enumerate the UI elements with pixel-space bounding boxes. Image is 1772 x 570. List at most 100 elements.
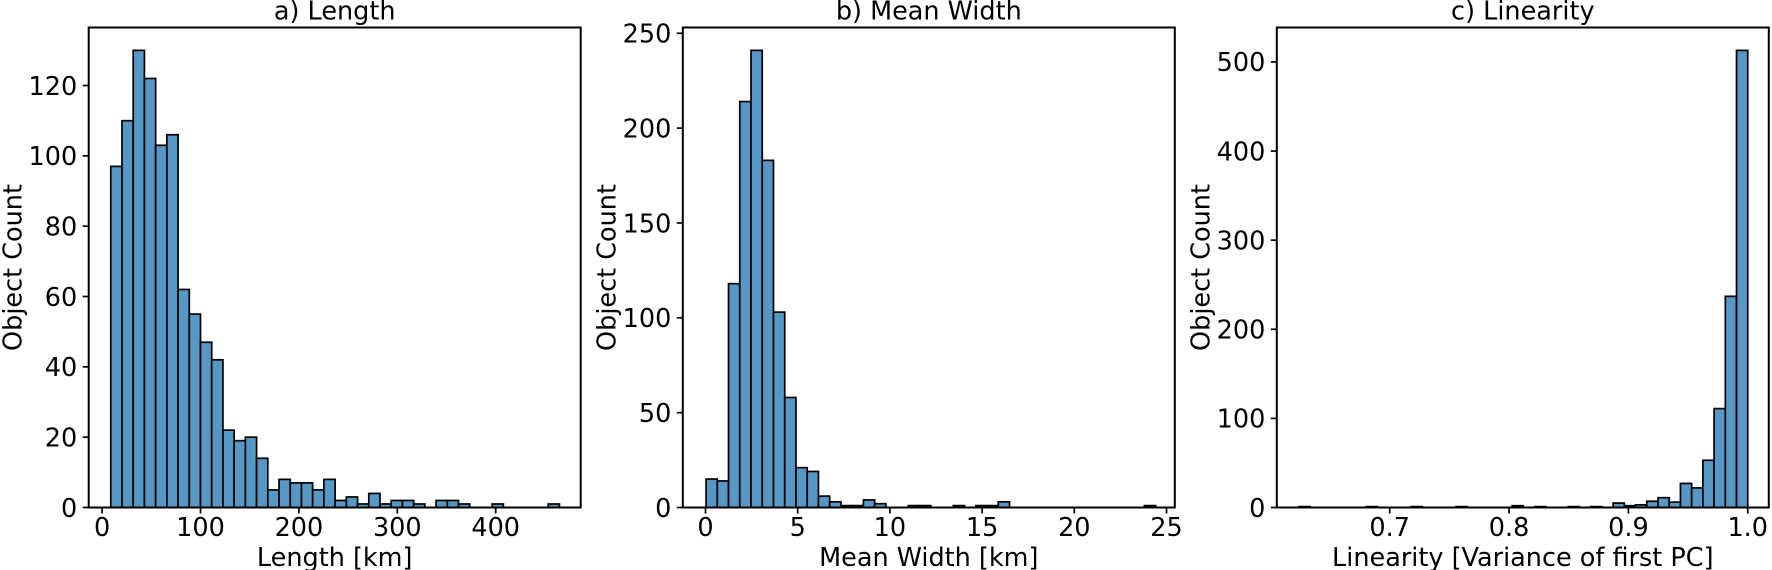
- x-tick-label: 300: [373, 513, 422, 543]
- panel-a-xlabel: Length [km]: [257, 543, 413, 570]
- histogram-bar: [795, 466, 809, 509]
- y-tick-label: 500: [1217, 48, 1266, 78]
- histogram-bar: [289, 482, 303, 509]
- histogram-bar: [109, 165, 123, 509]
- histogram-bar: [390, 499, 404, 509]
- histogram-bar: [1713, 407, 1727, 509]
- histogram-bar: [1735, 49, 1749, 509]
- histogram-bar: [1724, 295, 1738, 509]
- panel-a-title: a) Length: [274, 0, 396, 26]
- x-tick-label: 100: [176, 513, 225, 543]
- panel-c-title: c) Linearity: [1451, 0, 1595, 26]
- panel-c-xlabel: Linearity [Variance of first PC]: [1332, 543, 1714, 570]
- histogram-bar: [121, 119, 135, 509]
- histogram-bar: [761, 159, 775, 509]
- y-tick-label: 150: [623, 209, 672, 239]
- axes-spines: [87, 26, 582, 509]
- histogram-bar: [862, 499, 876, 509]
- y-tick-label: 100: [29, 142, 78, 172]
- histogram-bar: [323, 478, 336, 509]
- x-tick-label: 0.9: [1608, 513, 1649, 543]
- histogram-bar: [266, 489, 280, 509]
- y-tick-label: 0: [655, 494, 671, 524]
- histogram-bar: [244, 436, 258, 509]
- y-tick-label: 60: [45, 283, 77, 313]
- histogram-bar: [738, 100, 752, 509]
- histogram-bar: [255, 457, 269, 509]
- histogram-bar: [806, 470, 820, 509]
- histogram-bar: [705, 478, 719, 509]
- y-tick-label: 300: [1217, 226, 1266, 256]
- histogram-bar: [367, 492, 381, 509]
- histogram-bar: [132, 49, 146, 509]
- histogram-bar: [222, 429, 236, 509]
- x-tick-label: 1.0: [1727, 513, 1768, 543]
- x-tick-label: 0.7: [1369, 513, 1410, 543]
- histogram-bar: [1679, 482, 1693, 509]
- histogram-bar: [750, 49, 764, 509]
- histogram-bar: [233, 439, 247, 509]
- panel-b-title: b) Mean Width: [836, 0, 1022, 26]
- y-tick-label: 200: [623, 114, 672, 144]
- y-tick-label: 250: [623, 20, 672, 50]
- x-tick-label: 5: [790, 513, 806, 543]
- histogram-bar: [783, 396, 797, 509]
- y-tick-label: 0: [61, 494, 77, 524]
- y-tick-label: 100: [1217, 405, 1266, 435]
- histogram-bar: [311, 489, 325, 509]
- histogram-bar: [166, 133, 179, 509]
- x-tick-label: 400: [471, 513, 520, 543]
- histogram-bar: [334, 499, 348, 509]
- histogram-bar: [772, 311, 786, 509]
- histogram-bar: [300, 482, 314, 509]
- panel-c-ylabel: Object Count: [1187, 184, 1217, 351]
- histogram-bar: [199, 341, 213, 509]
- x-tick-label: 15: [966, 513, 998, 543]
- histogram-bar: [817, 495, 831, 509]
- histogram-bar: [446, 499, 460, 509]
- panel-b-xlabel: Mean Width [km]: [819, 543, 1038, 570]
- histogram-bar: [435, 499, 449, 509]
- y-tick-label: 20: [45, 423, 77, 453]
- y-tick-label: 0: [1249, 494, 1265, 524]
- x-tick-label: 10: [874, 513, 906, 543]
- histogram-bar: [716, 480, 730, 509]
- y-tick-label: 40: [45, 353, 77, 383]
- axes-c: 0.7 0.8 0.9 1.0 0 100 200 300 400 500: [1217, 26, 1770, 543]
- x-tick-label: 20: [1058, 513, 1090, 543]
- y-tick-label: 200: [1217, 316, 1266, 346]
- x-tick-label: 0: [94, 513, 110, 543]
- histogram-bar: [177, 288, 191, 509]
- histogram-bar: [1702, 459, 1715, 509]
- x-tick-label: 200: [275, 513, 324, 543]
- axes-spines: [1275, 26, 1770, 509]
- y-tick-label: 80: [45, 212, 77, 242]
- axes-a: 0 100 200 300 400 0 20 40 60 80 100 120: [29, 26, 582, 543]
- y-tick-label: 400: [1217, 137, 1266, 167]
- x-tick-label: 0.8: [1489, 513, 1530, 543]
- panel-b-ylabel: Object Count: [593, 184, 623, 351]
- histogram-bar: [210, 358, 224, 509]
- histogram-bar: [278, 478, 292, 509]
- histogram-bars-a: [109, 49, 561, 509]
- histogram-bars-c: [1298, 49, 1749, 509]
- y-tick-label: 50: [639, 399, 671, 429]
- histogram-bar: [154, 144, 168, 509]
- panel-c-linearity: 0.7 0.8 0.9 1.0 0 100 200 300 400 500 c) Linearit…: [1187, 0, 1770, 570]
- histogram-bar: [1690, 487, 1704, 509]
- histogram-bar: [143, 77, 157, 509]
- panel-a-length: 0 100 200 300 400 0 20 40 60 80 100 120 a) Length L…: [0, 0, 582, 570]
- x-tick-label: 25: [1150, 513, 1182, 543]
- histogram-bars-b: [705, 49, 1157, 509]
- histogram-bar: [188, 313, 202, 509]
- histogram-bar: [401, 499, 415, 509]
- panel-a-ylabel: Object Count: [0, 184, 29, 351]
- histogram-bar: [345, 496, 359, 509]
- y-tick-label: 120: [29, 72, 78, 102]
- histogram-bar: [727, 282, 741, 509]
- x-tick-label: 0: [697, 513, 713, 543]
